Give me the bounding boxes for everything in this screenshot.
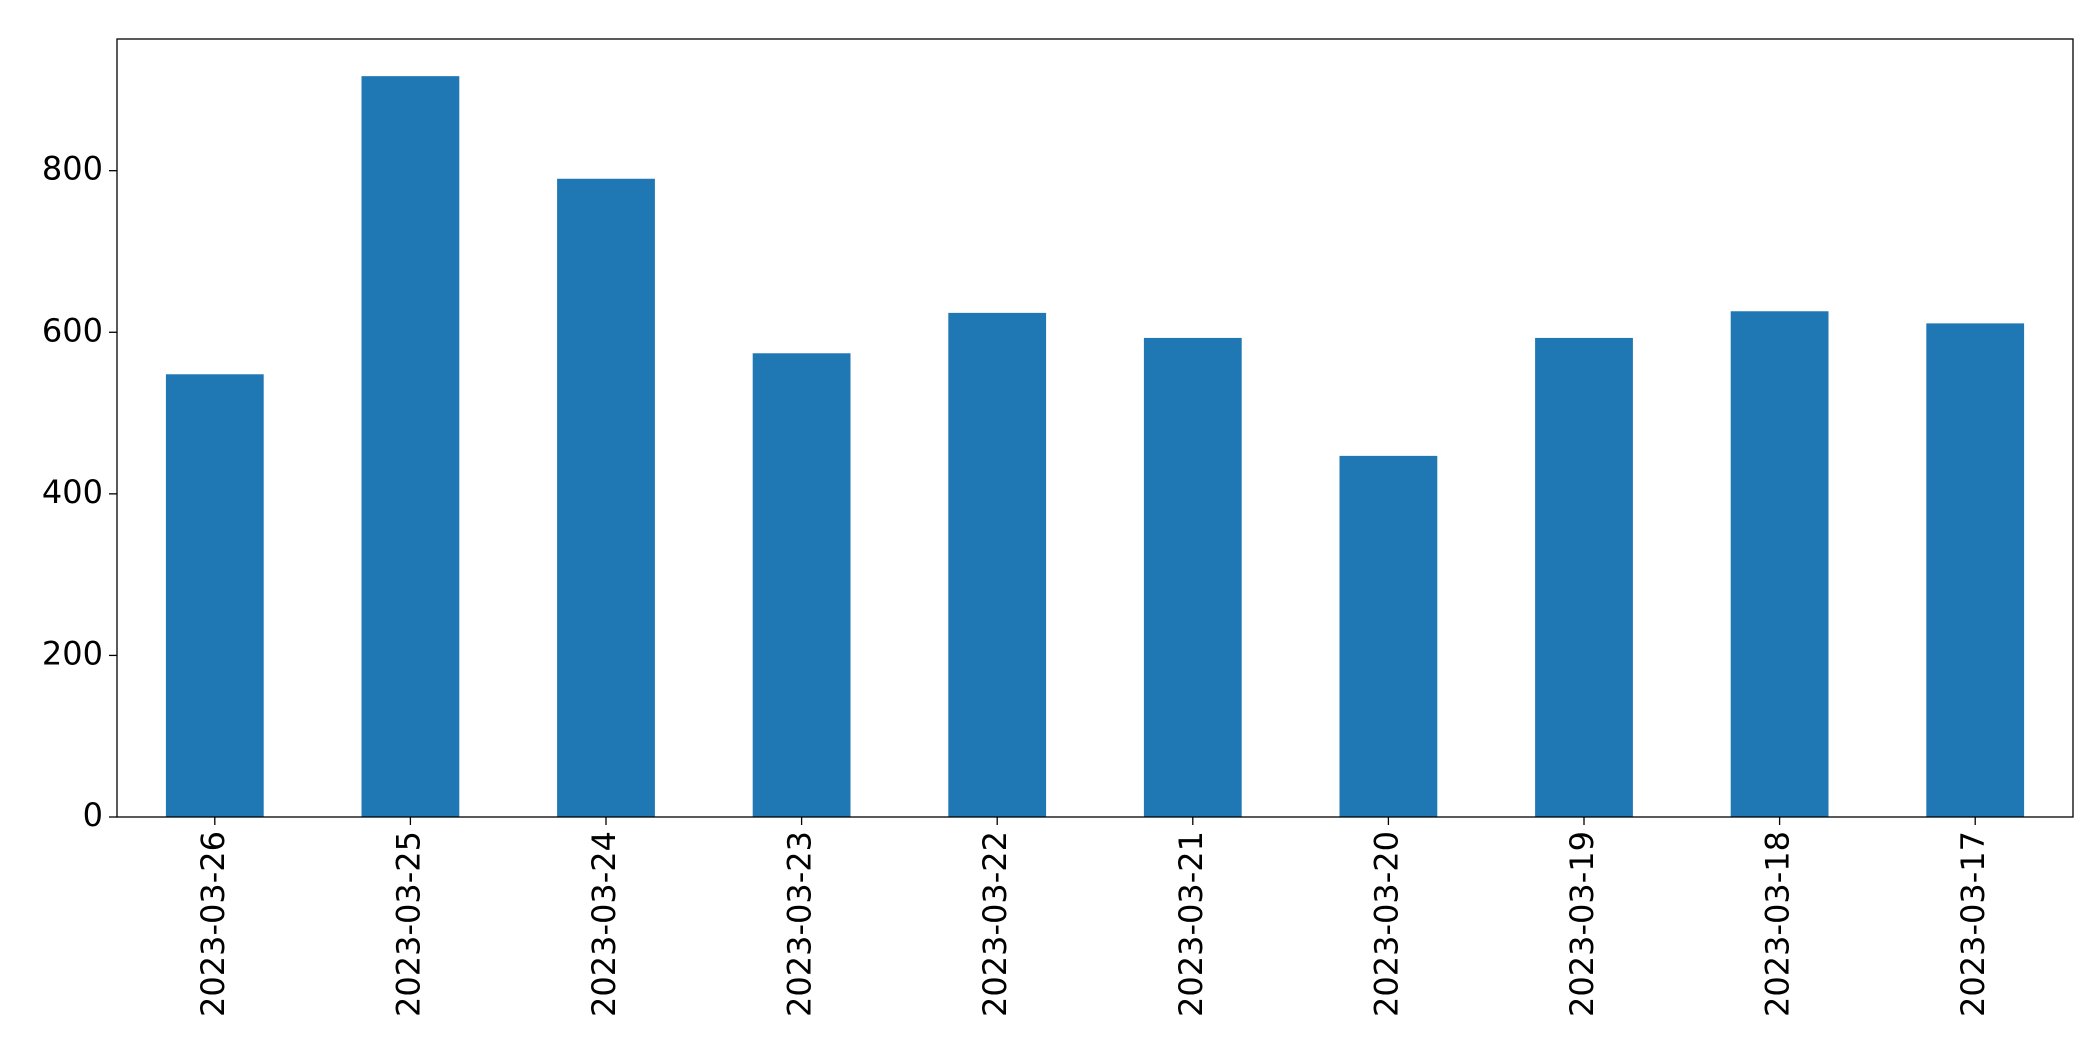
- x-tick-label: 2023-03-19: [1563, 831, 1601, 1017]
- y-tick-label: 0: [83, 796, 103, 834]
- x-tick-label: 2023-03-22: [976, 831, 1014, 1017]
- bar: [361, 76, 460, 818]
- x-tick-label: 2023-03-24: [585, 831, 623, 1017]
- x-tick-label: 2023-03-23: [781, 831, 819, 1017]
- y-tick-label: 200: [42, 634, 103, 672]
- bar: [165, 374, 264, 817]
- bar: [1339, 455, 1438, 817]
- bar: [1143, 337, 1242, 817]
- plot-frame: [116, 38, 2074, 818]
- bar: [752, 353, 851, 817]
- x-tick-label: 2023-03-21: [1172, 831, 1210, 1017]
- bar: [1535, 337, 1633, 817]
- bar: [1730, 311, 1829, 817]
- bar: [948, 312, 1047, 817]
- bar: [557, 178, 655, 817]
- x-tick-label: 2023-03-18: [1759, 831, 1797, 1017]
- x-tick-label: 2023-03-17: [1954, 831, 1992, 1017]
- y-tick-label: 400: [42, 473, 103, 511]
- y-tick-label: 600: [42, 311, 103, 349]
- x-tick-label: 2023-03-26: [194, 831, 232, 1017]
- x-tick-label: 2023-03-25: [389, 831, 427, 1017]
- y-tick-label: 800: [42, 150, 103, 188]
- bar: [1926, 323, 2025, 817]
- x-tick-label: 2023-03-20: [1367, 831, 1405, 1017]
